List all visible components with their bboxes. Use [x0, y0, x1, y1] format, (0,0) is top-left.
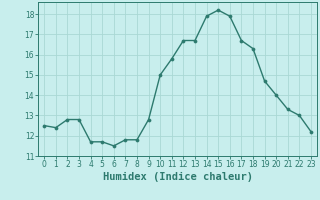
- X-axis label: Humidex (Indice chaleur): Humidex (Indice chaleur): [103, 172, 252, 182]
